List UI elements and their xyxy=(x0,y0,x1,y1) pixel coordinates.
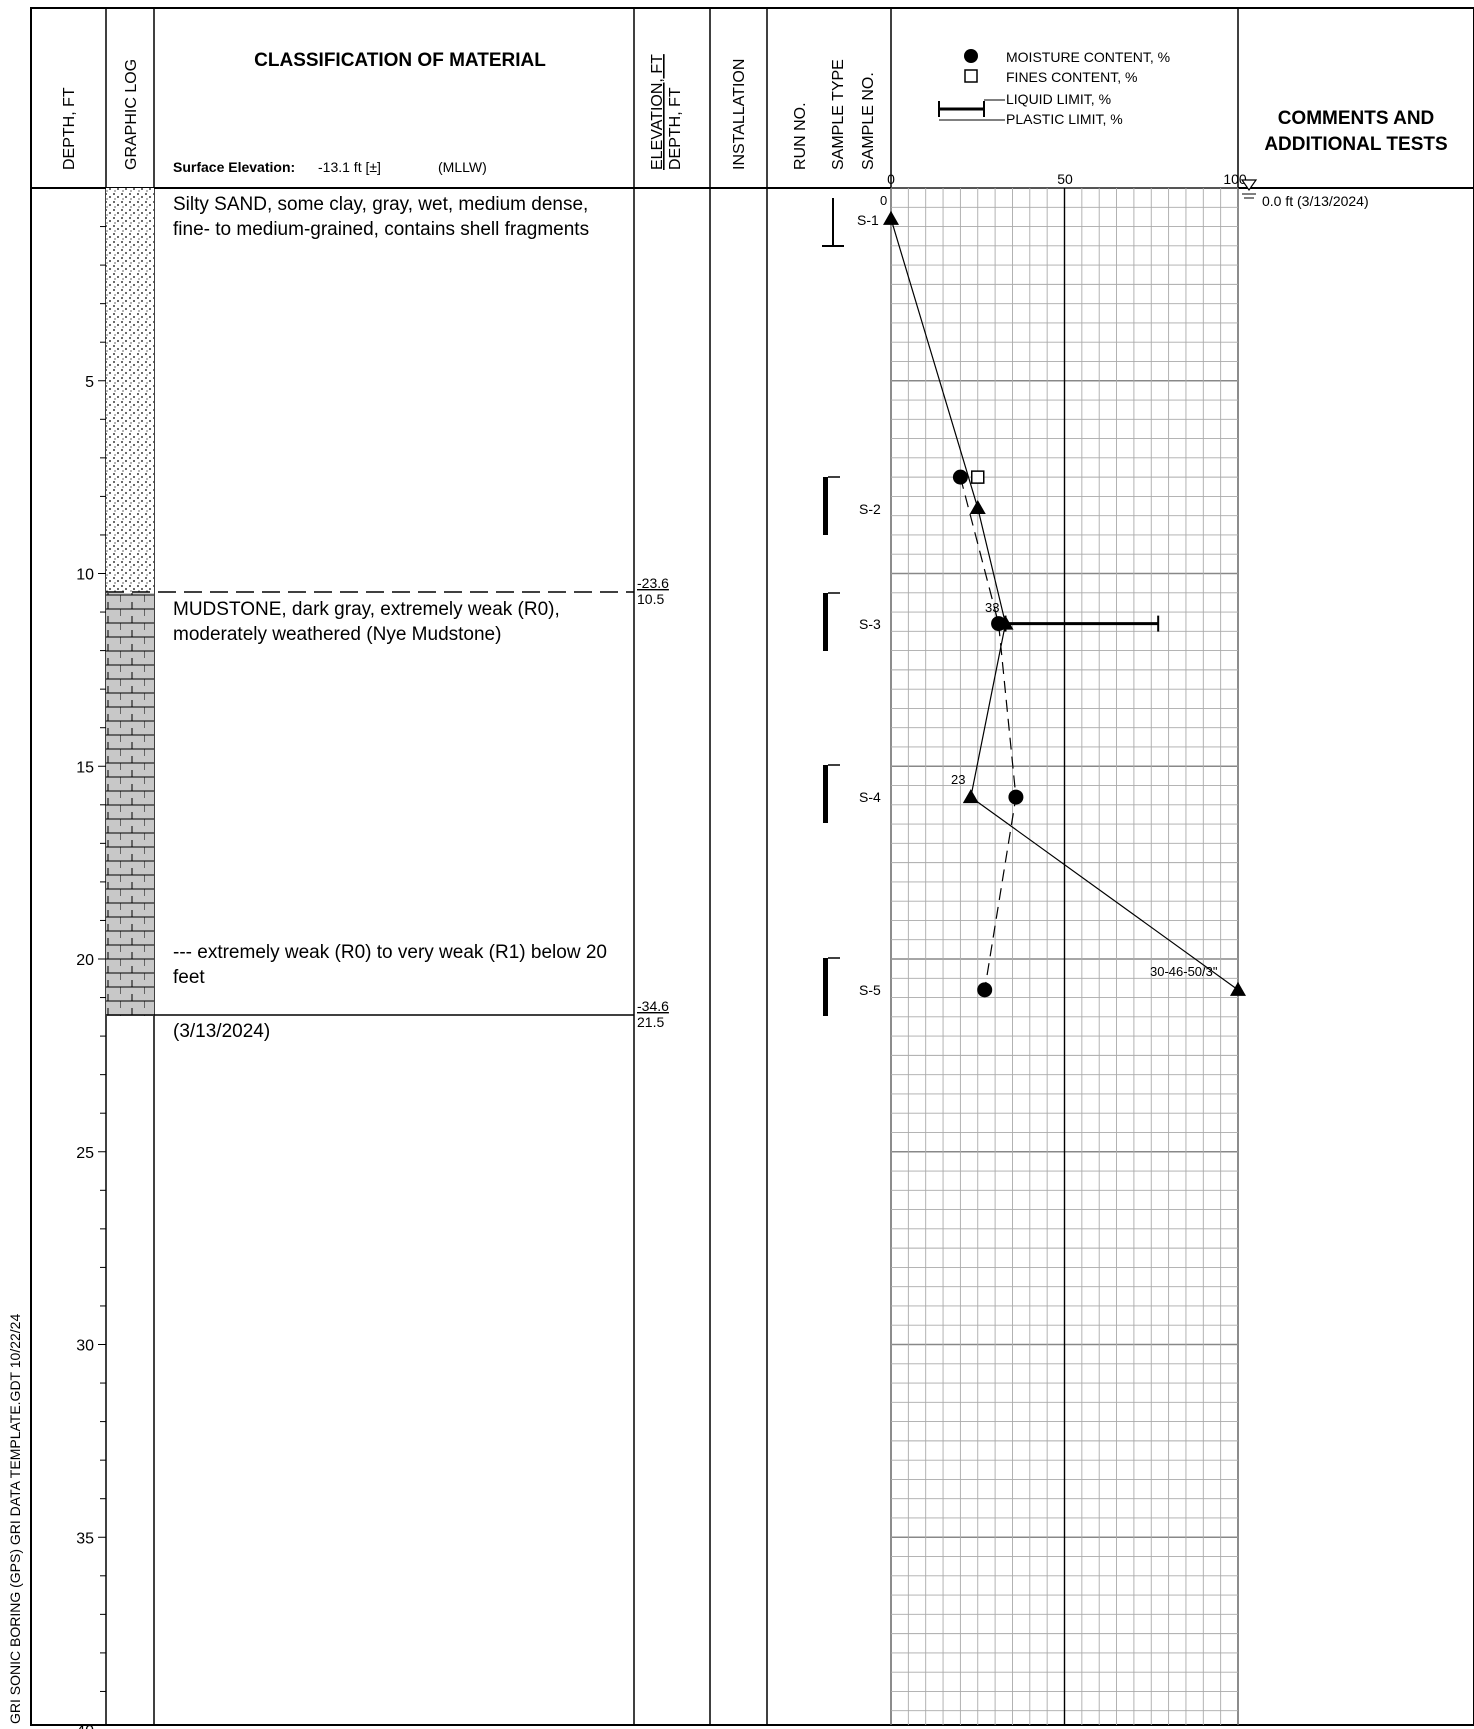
blow-count-point xyxy=(997,615,1014,630)
depth-header: DEPTH, FT xyxy=(61,87,78,170)
log-frame xyxy=(30,7,1474,1726)
contact-1-elevation: -23.6 xyxy=(637,575,669,591)
depth-scale: 5 10 15 20 25 30 35 40 xyxy=(76,226,106,1729)
legend-plastic: PLASTIC LIMIT, % xyxy=(1006,111,1123,127)
datum-label: (MLLW) xyxy=(438,159,487,175)
moisture-content-point xyxy=(977,982,993,998)
stratum-3-line-1: --- extremely weak (R0) to very weak (R1… xyxy=(173,942,607,963)
legend-liquid: LIQUID LIMIT, % xyxy=(1006,91,1111,107)
sample-s5-label: S-5 xyxy=(859,982,881,998)
comments-header-1: COMMENTS AND xyxy=(1278,108,1435,129)
comments-header-2: ADDITIONAL TESTS xyxy=(1264,134,1447,155)
sample-no-header: SAMPLE NO. xyxy=(860,72,877,170)
blow-count-point xyxy=(969,499,986,514)
contact-1-depth: 10.5 xyxy=(637,591,664,607)
mudstone-log xyxy=(106,593,154,1016)
depth-tick-label: 25 xyxy=(76,1145,94,1162)
stratum-1-line-1: Silty SAND, some clay, gray, wet, medium… xyxy=(173,194,588,215)
sample-s1-marker xyxy=(822,198,844,247)
blow-label-s1: 0 xyxy=(880,193,887,208)
side-footer: GRI SONIC BORING (GPS) GRI DATA TEMPLATE… xyxy=(7,1314,23,1724)
depth-tick-label: 20 xyxy=(76,952,94,969)
blow-count-point xyxy=(962,789,979,804)
water-level-icon xyxy=(1240,179,1258,199)
moisture-legend-icon xyxy=(964,49,978,63)
scale-label-50: 50 xyxy=(1057,171,1073,187)
surface-elevation-value: -13.1 ft [±] xyxy=(318,159,381,175)
blow-label-s5: 30-46-50/3" xyxy=(1150,964,1218,979)
sample-s5-marker xyxy=(823,957,840,1016)
surface-elevation-label: Surface Elevation: xyxy=(173,159,295,175)
sample-s3-marker xyxy=(823,592,840,651)
fines-content-point xyxy=(971,470,985,484)
scale-label-0: 0 xyxy=(887,171,895,187)
legend-moisture: MOISTURE CONTENT, % xyxy=(1006,49,1170,65)
chart-grid xyxy=(890,187,1239,1725)
sample-s4-label: S-4 xyxy=(859,789,881,805)
stratum-4-line-1: (3/13/2024) xyxy=(173,1021,270,1042)
sample-s1-label: S-1 xyxy=(857,212,879,228)
blow-count-point xyxy=(883,210,899,225)
fines-legend-icon xyxy=(964,69,978,83)
elevation-header: ELEVATION, FT xyxy=(649,54,666,170)
blow-count-point xyxy=(1230,981,1246,996)
stratum-2-line-1: MUDSTONE, dark gray, extremely weak (R0)… xyxy=(173,599,560,620)
contact-2-depth: 21.5 xyxy=(637,1014,664,1030)
graphic-log-header: GRAPHIC LOG xyxy=(123,59,140,170)
water-level-label: 0.0 ft (3/13/2024) xyxy=(1262,193,1369,209)
depth-tick-label: 40 xyxy=(76,1723,94,1729)
depth-tick-label: 10 xyxy=(76,567,94,584)
moisture-content-point xyxy=(1008,789,1024,805)
depth-tick-label: 35 xyxy=(76,1530,94,1547)
sample-type-header: SAMPLE TYPE xyxy=(830,59,847,170)
classification-header: CLASSIFICATION OF MATERIAL xyxy=(254,50,546,71)
sample-s3-label: S-3 xyxy=(859,616,881,632)
blow-label-s4: 23 xyxy=(951,772,965,787)
scale-label-100: 100 xyxy=(1223,171,1247,187)
sample-s4-marker xyxy=(823,764,840,823)
sand-log xyxy=(106,188,154,593)
stratum-1-line-2: fine- to medium-grained, contains shell … xyxy=(173,219,589,240)
run-no-header: RUN NO. xyxy=(792,102,809,170)
installation-header: INSTALLATION xyxy=(731,59,748,170)
moisture-line xyxy=(959,476,1017,990)
depth-tick-label: 30 xyxy=(76,1338,94,1355)
moisture-content-point xyxy=(952,469,968,485)
stratum-3-line-2: feet xyxy=(173,967,205,988)
depth-tick-label: 15 xyxy=(76,759,94,776)
sample-s2-marker xyxy=(823,476,840,535)
limits-legend-icon xyxy=(938,99,1005,121)
stratum-2-line-2: moderately weathered (Nye Mudstone) xyxy=(173,624,501,645)
contact-2-elevation: -34.6 xyxy=(637,998,669,1014)
sample-s2-label: S-2 xyxy=(859,501,881,517)
depth-sub-header: DEPTH, FT xyxy=(667,87,684,170)
depth-tick-label: 5 xyxy=(85,374,94,391)
test-data-plot xyxy=(883,210,1246,998)
legend-fines: FINES CONTENT, % xyxy=(1006,69,1137,85)
blow-label-s3: 33 xyxy=(985,600,999,615)
